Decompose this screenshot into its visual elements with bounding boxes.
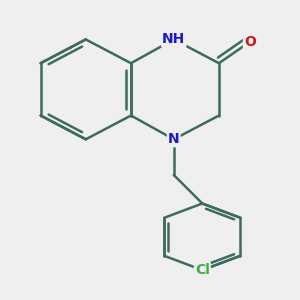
Text: N: N — [168, 132, 180, 146]
Text: O: O — [244, 35, 256, 49]
Text: NH: NH — [162, 32, 185, 46]
Text: Cl: Cl — [195, 263, 210, 277]
